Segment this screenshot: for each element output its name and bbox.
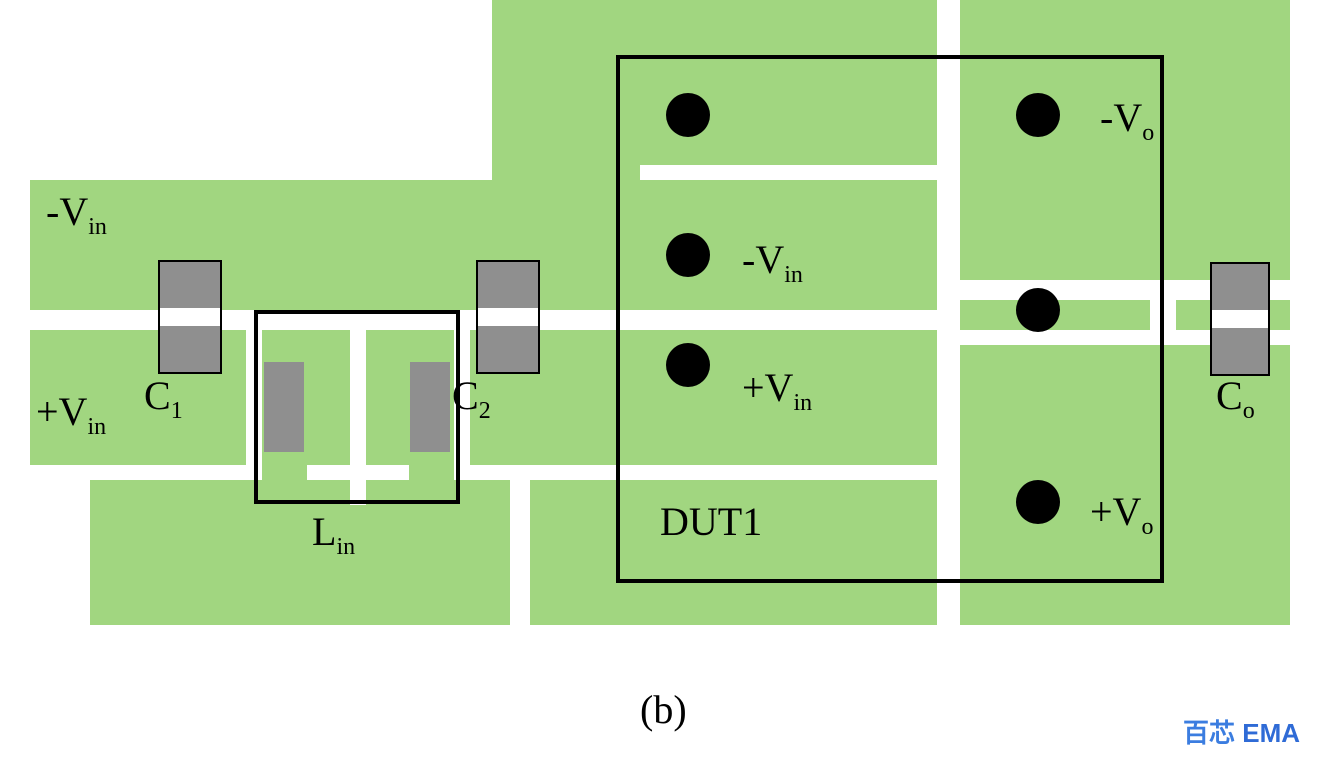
label-neg_vin_dut: -Vin — [742, 240, 803, 287]
label-co: Co — [1216, 376, 1255, 423]
gap-v-bot — [510, 480, 530, 625]
label-c2: C2 — [452, 376, 491, 423]
label-neg_vo: -Vo — [1100, 98, 1154, 145]
label-neg_vin_left: -Vin — [46, 192, 107, 239]
watermark: 百芯 EMA — [1183, 713, 1300, 750]
smd-gap-c1 — [160, 308, 220, 326]
dut-pin-neg-vin — [666, 233, 710, 277]
dut-pin-bot-right — [1016, 480, 1060, 524]
label-lin: Lin — [312, 512, 355, 559]
dut-pin-pos-vin — [666, 343, 710, 387]
label-pos_vin_dut: +Vin — [742, 368, 812, 415]
dut-pin-top-left — [666, 93, 710, 137]
smd-gap-co — [1212, 310, 1268, 328]
box-lin-box — [254, 310, 460, 504]
dut-pin-mid-right — [1016, 288, 1060, 332]
label-c1: C1 — [144, 376, 183, 423]
label-pos_vo: +Vo — [1090, 492, 1153, 539]
label-pos_vin_left: +Vin — [36, 392, 106, 439]
label-caption: (b) — [640, 690, 687, 730]
label-dut: DUT1 — [660, 502, 762, 542]
smd-gap-c2 — [478, 308, 538, 326]
dut-pin-top-right — [1016, 93, 1060, 137]
